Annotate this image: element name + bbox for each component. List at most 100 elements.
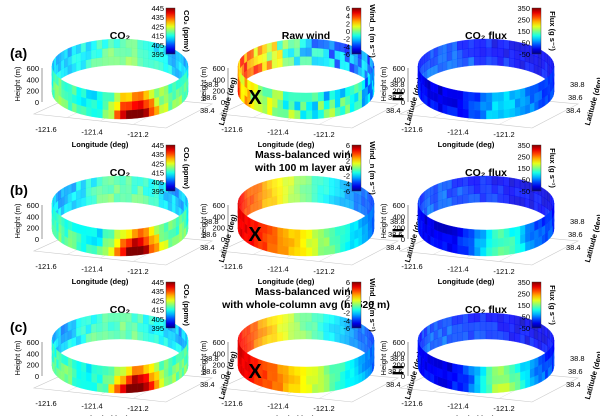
ring-cell: [339, 224, 346, 236]
longitude-tick: -121.4: [81, 128, 102, 137]
colorbar-tick: -6: [343, 187, 350, 196]
ring-cell: [143, 194, 149, 205]
ring-cell: [344, 60, 350, 72]
ring-cell: [367, 348, 371, 361]
ring-cell: [80, 188, 87, 199]
height-tick: 200: [212, 87, 225, 96]
height-tick: 600: [392, 338, 405, 347]
ring-cell: [183, 330, 186, 343]
ring-cell: [277, 381, 283, 392]
ring-cell: [364, 77, 368, 89]
ring-cell: [329, 98, 335, 109]
ring-cell: [271, 315, 278, 326]
latitude-tick: 38.6: [202, 367, 217, 376]
ring-cell: [529, 84, 535, 96]
ring-cell: [457, 227, 463, 238]
ring-cell: [473, 175, 481, 186]
ring-cell: [311, 238, 319, 248]
ring-cell: [329, 57, 335, 68]
colorbar-tick: 405: [151, 178, 164, 187]
ring-cell: [462, 365, 469, 375]
ring-cell: [503, 39, 510, 50]
ring-cell: [153, 224, 160, 236]
ring-cell: [339, 361, 346, 373]
ring-cell: [514, 332, 521, 343]
ring-cell: [91, 331, 97, 342]
ring-cell: [334, 195, 341, 206]
ring-cell: [293, 38, 301, 49]
ring-cell: [266, 105, 273, 116]
ring-cell: [473, 312, 481, 323]
ring-cell: [361, 216, 366, 228]
ring-cell: [468, 313, 475, 323]
ring-cell: [107, 246, 115, 257]
equals-operator: =: [392, 358, 405, 383]
ring-cell: [240, 193, 243, 206]
ring-cell: [323, 194, 330, 204]
ring-cell: [519, 87, 526, 99]
ring-cell: [503, 322, 510, 333]
ring-cell: [119, 110, 127, 120]
ring-cell: [167, 220, 173, 232]
ring-cell: [364, 326, 368, 338]
ring-cell: [131, 184, 138, 195]
ring-cell: [153, 59, 160, 71]
ring-cell: [148, 380, 155, 391]
ring-cell: [473, 383, 481, 394]
ring-cell: [148, 89, 155, 100]
ring-cell: [240, 209, 243, 222]
ring-cell: [113, 229, 121, 239]
ring-cell: [503, 245, 510, 256]
ring-cell: [246, 187, 251, 199]
ring-cell: [102, 246, 109, 256]
ring-cell: [143, 177, 149, 188]
ring-cell: [80, 370, 87, 381]
ring-cell: [446, 233, 453, 244]
ring-cell: [317, 193, 324, 204]
ring-cell: [457, 244, 463, 255]
panel-letter: (c): [10, 319, 27, 335]
ring-cell: [446, 361, 453, 373]
ring-cell: [282, 245, 289, 256]
height-tick: 400: [392, 212, 405, 221]
colorbar-tick: 425: [151, 159, 164, 168]
longitude-axis-label: Longitude (deg): [258, 277, 315, 286]
ring-cell: [329, 194, 335, 205]
ring-cell: [262, 317, 268, 329]
ring-cell: [497, 228, 504, 239]
ring-cell: [349, 84, 355, 96]
height-tick: 0: [401, 372, 405, 381]
height-tick: 200: [212, 361, 225, 370]
ring-cell: [305, 384, 313, 394]
colorbar-tick: 405: [151, 315, 164, 324]
ring-cell: [119, 193, 127, 203]
latitude-tick: 38.6: [388, 367, 403, 376]
ring-cell: [317, 184, 324, 195]
colorbar-tick: 435: [151, 150, 164, 159]
ring-cell: [457, 314, 463, 325]
ring-cell: [473, 321, 481, 331]
ring-cell: [277, 177, 283, 188]
ring-cell: [524, 95, 530, 106]
ring-cell: [357, 81, 362, 93]
ring-cell: [479, 321, 487, 331]
ring-cell: [288, 193, 295, 204]
ring-cell: [473, 56, 481, 66]
ring-cell: [334, 332, 341, 343]
ring-cell: [271, 226, 278, 237]
colorbar-tick: 395: [151, 50, 164, 59]
longitude-tick: -121.2: [127, 267, 148, 276]
ring-cell: [293, 47, 301, 57]
ring-cell: [339, 242, 346, 253]
ring-cell: [153, 361, 160, 373]
ring-cell: [462, 313, 469, 324]
ring-cell: [485, 375, 493, 385]
ring-cell: [541, 50, 546, 62]
ring-cell: [344, 377, 350, 389]
ring-cell: [85, 106, 92, 117]
ring-cell: [271, 58, 278, 69]
ring-cell: [54, 56, 57, 69]
longitude-tick: -121.4: [267, 402, 288, 411]
ring-cell: [311, 38, 319, 49]
